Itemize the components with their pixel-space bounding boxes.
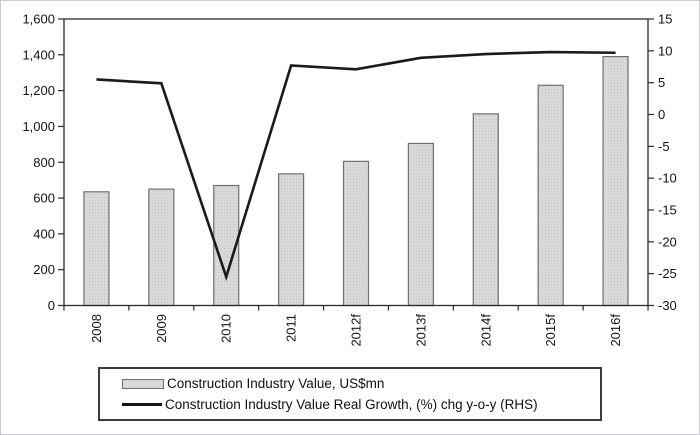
x-axis-label: 2014f bbox=[478, 314, 493, 347]
x-axis-label: 2008 bbox=[89, 314, 104, 343]
left-axis-label: 1,600 bbox=[22, 12, 55, 27]
left-axis-label: 200 bbox=[33, 262, 55, 277]
legend-item-bar: Construction Industry Value, US$mn bbox=[122, 376, 592, 391]
plot-border bbox=[63, 18, 649, 307]
legend-line-label: Construction Industry Value Real Growth,… bbox=[165, 397, 538, 412]
right-axis-label: -15 bbox=[658, 203, 677, 218]
bar-2011 bbox=[278, 173, 305, 307]
legend-bar-swatch bbox=[122, 378, 164, 389]
right-axis-label: -30 bbox=[658, 298, 677, 313]
bar-2009 bbox=[148, 188, 175, 307]
left-axis-label: 1,400 bbox=[22, 47, 55, 62]
bar-2012f bbox=[342, 160, 370, 307]
right-axis-label: 15 bbox=[658, 12, 672, 27]
bar-2013f bbox=[407, 142, 434, 307]
x-axis-label: 2011 bbox=[284, 314, 299, 342]
bar-2008 bbox=[83, 191, 110, 307]
bar-2014f bbox=[472, 113, 499, 307]
x-axis-label: 2016f bbox=[608, 314, 623, 347]
growth-line bbox=[96, 50, 616, 282]
left-axis-label: 400 bbox=[33, 226, 55, 241]
right-axis-label: 10 bbox=[658, 43, 672, 58]
left-axis-label: 1,200 bbox=[22, 83, 55, 98]
right-axis-label: 5 bbox=[658, 75, 665, 90]
chart-svg: 0 200 400 600 800 1,000 1,200 1,400 1,600 15 10 5 0 -… bbox=[22, 12, 677, 347]
bar-2015f bbox=[537, 84, 564, 307]
x-axis-label: 2010 bbox=[219, 314, 234, 343]
left-axis-label: 0 bbox=[48, 298, 55, 313]
legend-line-swatch bbox=[122, 403, 162, 406]
right-axis-label: -20 bbox=[658, 234, 677, 249]
x-axis-label: 2015f bbox=[543, 314, 558, 347]
x-axis-label: 2012f bbox=[349, 314, 364, 347]
left-axis-label: 1,000 bbox=[22, 119, 55, 134]
x-axis-label: 2013f bbox=[413, 314, 428, 347]
left-axis-label: 600 bbox=[33, 191, 55, 206]
right-axis-label: -5 bbox=[658, 139, 670, 154]
legend-bar-label: Construction Industry Value, US$mn bbox=[167, 376, 385, 391]
left-axis-label: 800 bbox=[33, 155, 55, 170]
right-axis-label: 0 bbox=[658, 107, 665, 122]
bar-2016f bbox=[602, 56, 629, 307]
legend: Construction Industry Value, US$mn Const… bbox=[98, 367, 602, 421]
right-axis-label: -10 bbox=[658, 171, 677, 186]
x-axis-label: 2009 bbox=[154, 314, 169, 343]
right-axis-label: -25 bbox=[658, 266, 677, 281]
legend-item-line: Construction Industry Value Real Growth,… bbox=[122, 397, 592, 412]
